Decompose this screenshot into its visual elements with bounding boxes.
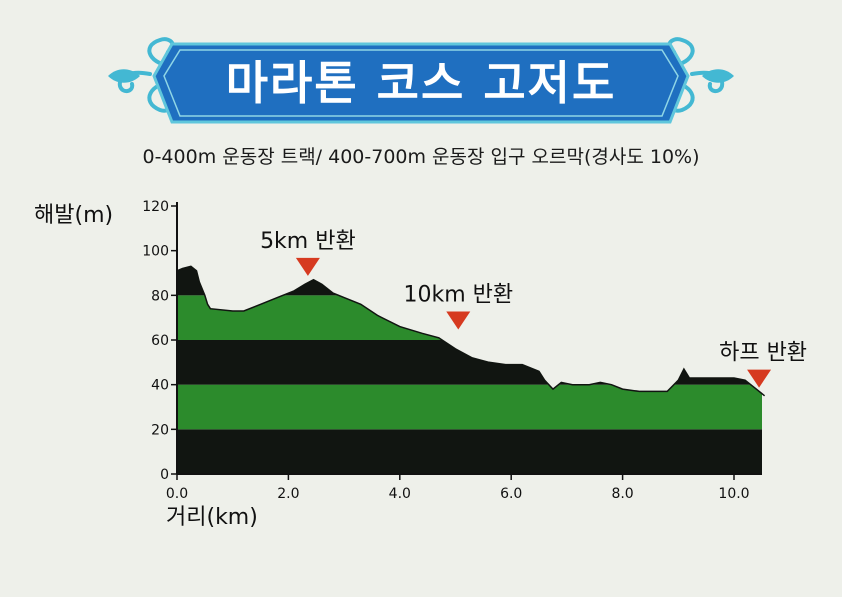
elevation-band-0-20 [177, 429, 762, 474]
ornament-leaf-right [702, 69, 734, 83]
x-tick-label: 6.0 [500, 486, 522, 502]
turnaround-label: 하프 반환 [719, 341, 807, 366]
y-tick-label: 40 [151, 378, 169, 394]
ticks-layer: 0 20 40 60 80 100 120 0.0 2.0 4.0 6.0 8.0 10.0 [142, 199, 749, 502]
profile-layer [176, 265, 766, 397]
banner-ribbon [152, 42, 690, 124]
y-tick-label: 0 [160, 467, 169, 483]
banner-title: 마라톤 코스 고저도 [226, 56, 617, 110]
x-tick-label: 0.0 [166, 486, 188, 502]
turnaround-label: 10km 반환 [403, 283, 513, 308]
y-tick-label: 60 [151, 333, 169, 349]
x-axis-title: 거리(km) [166, 505, 258, 530]
y-tick-label: 20 [151, 422, 169, 438]
elevation-profile-line [176, 265, 766, 397]
y-tick-label: 80 [151, 288, 169, 304]
turnaround-marker-icon [295, 257, 320, 276]
y-tick-label: 120 [142, 199, 169, 215]
ornament-leaf-left [108, 69, 140, 83]
y-axis-title: 해발(m) [34, 203, 113, 228]
banner-inner-border [163, 49, 679, 117]
x-tick-label: 2.0 [277, 486, 299, 502]
elevation-chart: 0 20 40 60 80 100 120 0.0 2.0 4.0 6.0 8.0 10.0 5km 반… [34, 199, 807, 530]
x-tick-label: 10.0 [718, 486, 749, 502]
x-tick-label: 8.0 [611, 486, 633, 502]
course-subtitle: 0-400m 운동장 트랙/ 400-700m 운동장 입구 오르막(경사도 1… [142, 146, 700, 168]
elevation-band-20-40 [177, 384, 762, 430]
y-tick-label: 100 [142, 244, 169, 260]
turnaround-marker-icon [446, 311, 471, 330]
x-tick-label: 4.0 [389, 486, 411, 502]
turnaround-marker-icon [747, 369, 772, 388]
turnaround-label: 5km 반환 [260, 229, 356, 254]
title-banner: 마라톤 코스 고저도 [108, 37, 734, 124]
elevation-band-40-60 [177, 340, 762, 385]
